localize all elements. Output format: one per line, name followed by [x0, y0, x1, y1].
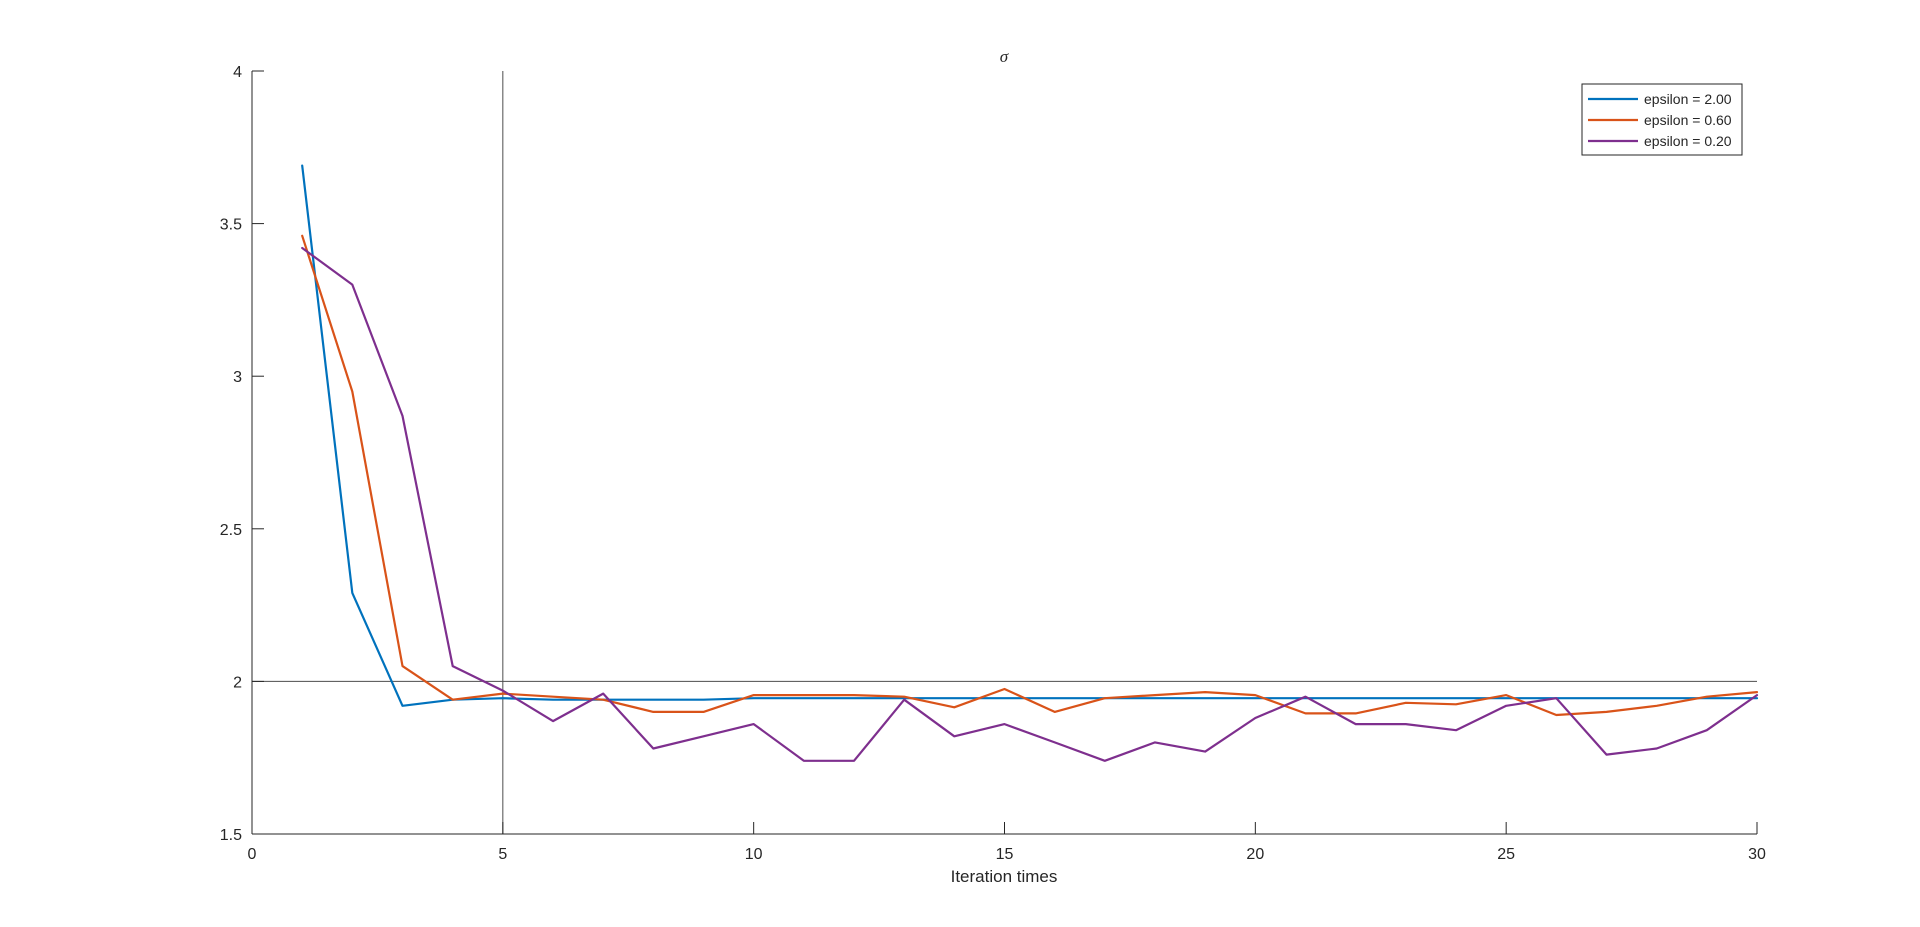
x-axis-label: Iteration times	[951, 867, 1058, 886]
legend: epsilon = 2.00 epsilon = 0.60 epsilon = 0.…	[1581, 83, 1743, 156]
x-tick-label: 10	[745, 846, 763, 863]
chart-title: σ	[1000, 47, 1009, 66]
legend-label: epsilon = 0.20	[1644, 133, 1732, 149]
axes: 0 5 10 15 20 25 30 1.5 2 2.5 3 3.5 4	[220, 64, 1766, 863]
y-tick-label: 4	[233, 64, 242, 81]
legend-label: epsilon = 0.60	[1644, 112, 1732, 128]
series-line-2	[301, 234, 1759, 717]
y-tick-label: 3	[233, 369, 242, 386]
series-line-1	[301, 164, 1759, 707]
series-line-3	[301, 246, 1759, 762]
x-tick-label: 0	[248, 846, 257, 863]
x-tick-label: 20	[1246, 846, 1264, 863]
legend-label: epsilon = 2.00	[1644, 91, 1732, 107]
y-tick-label: 2.5	[220, 522, 242, 539]
reference-lines	[252, 71, 1757, 834]
data-series	[301, 164, 1759, 762]
x-tick-label: 25	[1497, 846, 1515, 863]
y-tick-label: 2	[233, 674, 242, 691]
x-tick-label: 15	[996, 846, 1014, 863]
y-tick-label: 1.5	[220, 827, 242, 844]
x-tick-label: 30	[1748, 846, 1766, 863]
y-tick-label: 3.5	[220, 217, 242, 234]
x-tick-label: 5	[498, 846, 507, 863]
